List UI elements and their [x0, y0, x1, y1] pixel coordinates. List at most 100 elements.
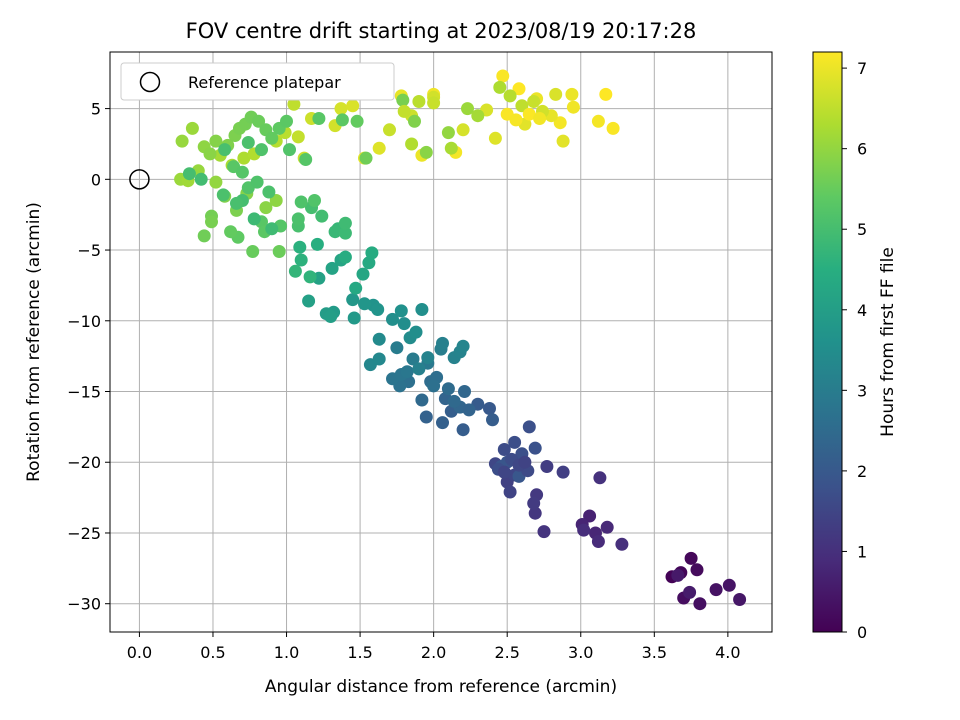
scatter-point	[405, 137, 419, 151]
scatter-point	[606, 121, 620, 135]
scatter-point	[497, 465, 511, 479]
scatter-point	[362, 256, 376, 270]
scatter-point	[205, 215, 218, 229]
scatter-point	[515, 99, 529, 113]
scatter-point	[209, 134, 223, 148]
scatter-point	[522, 420, 536, 434]
scatter-point	[235, 165, 249, 179]
scatter-point	[397, 317, 411, 331]
y-tick-label: −30	[67, 595, 101, 614]
scatter-point	[294, 253, 308, 267]
scatter-point	[400, 365, 414, 379]
scatter-point	[265, 131, 279, 145]
scatter-point	[693, 597, 707, 611]
scatter-point	[512, 82, 526, 96]
scatter-point	[291, 130, 305, 144]
scatter-point	[372, 332, 386, 346]
scatter-point	[303, 270, 317, 284]
scatter-point	[194, 172, 208, 186]
scatter-point	[458, 385, 471, 398]
scatter-point	[397, 104, 411, 118]
scatter-point	[283, 143, 296, 157]
x-tick-label: 2.0	[421, 643, 446, 662]
scatter-point	[471, 109, 485, 123]
scatter-point	[288, 264, 302, 278]
scatter-point	[396, 93, 410, 107]
colorbar-tick-label: 4	[857, 301, 867, 320]
data-points	[174, 69, 747, 611]
colorbar-tick-label: 6	[857, 140, 867, 159]
x-tick-label: 4.0	[715, 643, 740, 662]
scatter-point	[527, 95, 541, 108]
reference-point-marker	[129, 169, 150, 190]
scatter-point	[185, 121, 199, 135]
scatter-point	[252, 114, 266, 128]
colorbar-ticks: 0 1 2 3 4 5 6 7	[842, 59, 867, 642]
scatter-point	[537, 525, 551, 539]
scatter-point	[565, 87, 579, 101]
colorbar-label: Hours from first FF file	[878, 247, 898, 437]
scatter-point	[528, 506, 542, 520]
scatter-point	[577, 523, 591, 537]
scatter-point	[415, 393, 429, 407]
scatter-point	[462, 403, 476, 417]
scatter-point	[280, 114, 293, 128]
scatter-point	[259, 201, 273, 215]
plot-frame	[109, 51, 773, 633]
scatter-point	[591, 114, 605, 128]
scatter-point	[394, 304, 408, 318]
y-tick-label: 0	[91, 170, 101, 189]
scatter-point	[408, 114, 421, 128]
scatter-point	[349, 281, 363, 295]
scatter-point	[383, 123, 396, 137]
scatter-point	[386, 312, 399, 326]
scatter-point	[549, 87, 563, 101]
scatter-point	[583, 509, 597, 523]
scatter-point	[324, 310, 338, 323]
scatter-point	[230, 196, 243, 210]
x-tick-label: 1.0	[274, 643, 299, 662]
scatter-point	[237, 151, 251, 165]
scatter-point	[488, 131, 502, 145]
scatter-point	[294, 195, 308, 209]
x-tick-label: 0.5	[200, 643, 225, 662]
y-tick-label: −20	[67, 453, 101, 472]
colorbar-tick-label: 7	[857, 59, 867, 78]
y-tick-label: −5	[77, 241, 101, 260]
x-axis-ticks: 0.0 0.5 1.0 1.5 2.0 2.5 3.0 3.5 4.0	[127, 632, 741, 662]
x-tick-label: 3.5	[642, 643, 667, 662]
x-tick-label: 1.5	[347, 643, 372, 662]
scatter-point	[503, 89, 517, 103]
scatter-point	[427, 96, 441, 110]
scatter-point	[436, 336, 449, 350]
scatter-point	[241, 136, 255, 149]
scatter-point	[262, 185, 276, 199]
scatter-point	[371, 303, 385, 316]
scatter-point	[272, 245, 286, 258]
scatter-point	[456, 339, 470, 353]
scatter-point	[733, 593, 747, 606]
scatter-point	[444, 141, 458, 155]
x-tick-label: 3.0	[568, 643, 593, 662]
scatter-point	[415, 303, 429, 316]
scatter-point	[255, 143, 268, 157]
scatter-point	[540, 460, 554, 473]
scatter-point	[600, 520, 614, 534]
scatter-point	[291, 212, 305, 226]
y-tick-label: −15	[67, 383, 101, 402]
scatter-point	[419, 410, 433, 424]
scatter-point	[246, 245, 260, 258]
scatter-point	[447, 394, 461, 408]
legend: Reference platepar	[120, 62, 395, 101]
colorbar-tick-label: 2	[857, 462, 867, 481]
scatter-point	[527, 496, 541, 510]
scatter-point	[209, 175, 223, 189]
colorbar-tick-label: 5	[857, 220, 867, 239]
scatter-point	[509, 113, 523, 127]
scatter-point	[335, 113, 349, 127]
legend-entry-reference: Reference platepar	[188, 73, 341, 92]
scatter-point	[503, 485, 517, 499]
scatter-point	[269, 194, 283, 207]
scatter-point	[566, 100, 580, 114]
y-axis-label: Rotation from reference (arcmin)	[24, 202, 44, 482]
